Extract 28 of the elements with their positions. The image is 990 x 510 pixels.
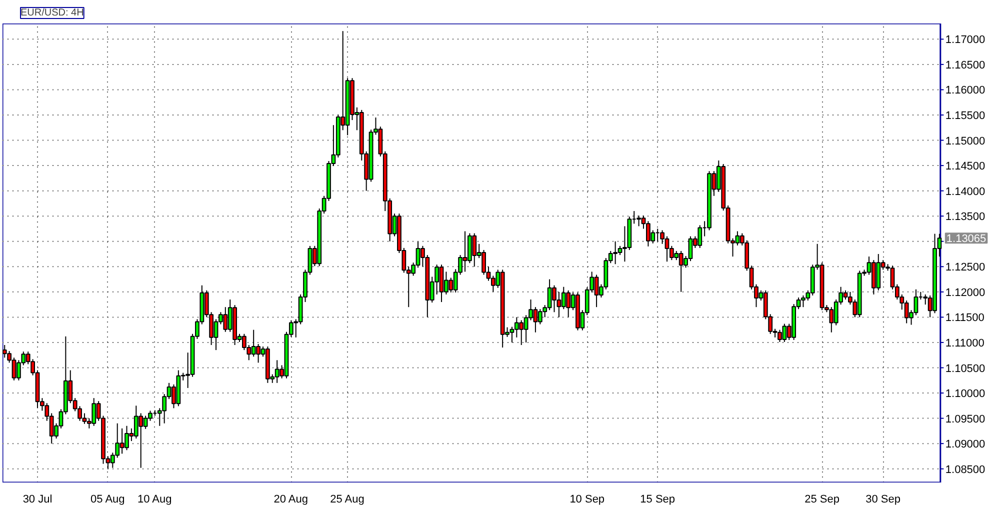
x-tick-label: 15 Sep: [640, 494, 676, 506]
y-tick-label: 1.14000: [945, 186, 986, 198]
x-tick-label: 05 Aug: [90, 494, 125, 506]
chart-title: EUR/USD: 4H: [20, 8, 84, 18]
x-tick-label: 25 Sep: [804, 494, 840, 506]
y-tick-label: 1.15500: [945, 110, 986, 122]
x-tick-label: 20 Aug: [274, 494, 308, 506]
y-tick-label: 1.15000: [945, 135, 986, 148]
y-tick-label: 1.12000: [945, 286, 986, 299]
text: 1.13065: [946, 233, 986, 246]
y-tick-label: 1.10000: [945, 388, 986, 400]
x-tick-label: 10 Sep: [570, 494, 605, 506]
y-tick-label: 1.16000: [945, 84, 986, 97]
x-tick-label: 30 Sep: [866, 494, 901, 506]
y-tick-label: 1.11000: [945, 337, 984, 350]
x-tick-label: 30 Jul: [22, 494, 52, 506]
y-tick-label: 1.11500: [945, 312, 984, 324]
y-tick-label: 1.10500: [945, 362, 986, 375]
x-tick-label: 25 Aug: [330, 494, 364, 506]
y-tick-label: 1.14500: [945, 160, 986, 173]
x-tick-label: 10 Aug: [138, 494, 172, 506]
y-tick-label: 1.16500: [945, 59, 986, 72]
y-tick-label: 1.08500: [945, 464, 986, 476]
y-tick-label: 1.09000: [945, 438, 986, 451]
y-tick-label: 1.09500: [945, 413, 986, 426]
y-tick-label: 1.12500: [945, 262, 986, 274]
y-tick-label: 1.17000: [945, 34, 986, 46]
y-tick-label: 1.13500: [945, 211, 986, 224]
